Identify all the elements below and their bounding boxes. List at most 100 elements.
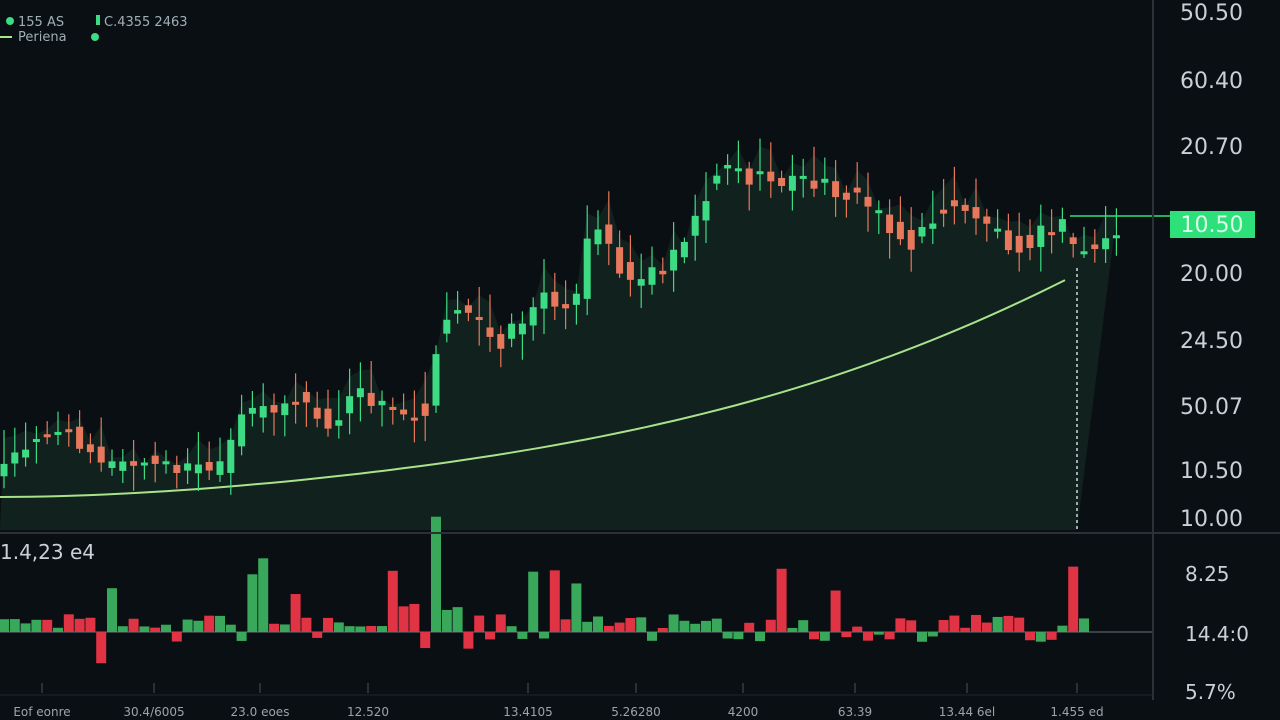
- volume-bar: [1057, 625, 1068, 632]
- volume-bar: [279, 624, 290, 632]
- volume-bar: [225, 624, 236, 632]
- volume-bar: [981, 622, 992, 632]
- candle-body: [475, 316, 483, 321]
- candle-body: [788, 175, 796, 191]
- candle-body: [302, 391, 310, 403]
- candle-body: [324, 408, 332, 429]
- candle-body: [1048, 232, 1056, 236]
- candle-body: [907, 229, 915, 250]
- volume-bar: [85, 617, 96, 632]
- candle-body: [389, 406, 397, 410]
- volume-bar: [431, 516, 441, 632]
- volume-bar: [398, 606, 409, 632]
- candle-body: [194, 464, 202, 474]
- time-axis-label: 23.0 eoes: [231, 705, 290, 719]
- volume-bar: [139, 626, 150, 632]
- candle-body: [130, 461, 138, 466]
- volume-bar: [31, 619, 42, 632]
- time-axis-label: 12.520: [347, 705, 389, 719]
- price-pane: 10.50: [0, 138, 1255, 530]
- volume-bar: [549, 570, 560, 632]
- volume-bar: [215, 615, 225, 632]
- candle-body: [1080, 251, 1088, 255]
- candle-body: [1091, 244, 1099, 250]
- volume-bar: [819, 632, 830, 641]
- volume-bar: [506, 626, 517, 632]
- volume-bar: [539, 632, 549, 639]
- time-axis-label: 4200: [728, 705, 759, 719]
- volume-bar: [355, 626, 366, 632]
- candle-body: [378, 400, 386, 406]
- volume-bar: [895, 618, 906, 632]
- volume-bar: [690, 623, 701, 632]
- candle-body: [518, 323, 526, 335]
- volume-bar: [971, 614, 981, 632]
- candle-body: [961, 204, 969, 211]
- price-area: [0, 146, 1117, 530]
- candle-body: [583, 238, 591, 299]
- volume-bar: [150, 627, 161, 632]
- volume-bar: [765, 619, 776, 632]
- price-tag: 10.50: [1181, 213, 1244, 238]
- volume-bar: [884, 632, 895, 640]
- candle-body: [205, 462, 213, 471]
- volume-bar: [603, 625, 614, 632]
- volume-bar: [182, 619, 193, 632]
- candle-body: [842, 192, 850, 200]
- candle-body: [616, 247, 624, 274]
- candle-body: [292, 401, 300, 405]
- volume-label: 1.4,23 e4: [0, 540, 95, 564]
- candle-body: [400, 409, 408, 415]
- price-axis-label: 10.00: [1180, 507, 1243, 532]
- legend: Periena: [18, 30, 67, 45]
- volume-bar: [1003, 615, 1014, 632]
- time-axis-label: 63.39: [838, 705, 872, 719]
- candle-body: [97, 446, 105, 463]
- candle-body: [65, 429, 73, 433]
- volume-bar: [1068, 566, 1079, 632]
- candle-body: [173, 464, 181, 473]
- volume-bar: [852, 626, 863, 632]
- candle-body: [680, 241, 688, 258]
- volume-bar: [420, 632, 431, 649]
- volume-bar: [873, 632, 884, 635]
- candle-body: [821, 178, 829, 183]
- candle-body: [497, 334, 505, 349]
- volume-bar: [949, 615, 960, 632]
- volume-bar: [0, 619, 9, 632]
- volume-bar: [344, 626, 355, 632]
- volume-bar: [776, 568, 787, 632]
- volume-bar: [171, 632, 182, 642]
- candle-body: [540, 292, 548, 309]
- time-axis-label: 13.44 6el: [939, 705, 996, 719]
- candle-body: [799, 175, 807, 179]
- volume-bar: [679, 620, 690, 632]
- volume-bar: [1014, 617, 1025, 632]
- volume-bar: [733, 632, 744, 640]
- candle-body: [1004, 230, 1012, 251]
- candle-body: [875, 210, 883, 214]
- candle-body: [659, 270, 667, 275]
- volume-bar: [409, 603, 420, 632]
- candle-body: [313, 407, 321, 419]
- candle-body: [702, 201, 710, 221]
- candle-body: [151, 455, 159, 464]
- volume-bar: [636, 617, 647, 632]
- candle-body: [972, 207, 980, 219]
- candle-body: [1112, 235, 1120, 239]
- candle-body: [605, 224, 613, 244]
- volume-bar: [323, 617, 333, 632]
- candle-body: [745, 168, 753, 185]
- price-axis-label: 50.50: [1180, 1, 1243, 26]
- candle-body: [238, 414, 246, 447]
- candle-body: [983, 216, 991, 224]
- volume-bar: [517, 632, 528, 639]
- candle-body: [734, 168, 742, 172]
- candle-body: [421, 403, 429, 416]
- price-tag-box: [1170, 211, 1255, 238]
- candle-body: [886, 214, 894, 234]
- candle-body: [1058, 219, 1066, 232]
- candle-body: [76, 426, 84, 449]
- candle-body: [994, 228, 1002, 232]
- volume-bar: [657, 627, 668, 632]
